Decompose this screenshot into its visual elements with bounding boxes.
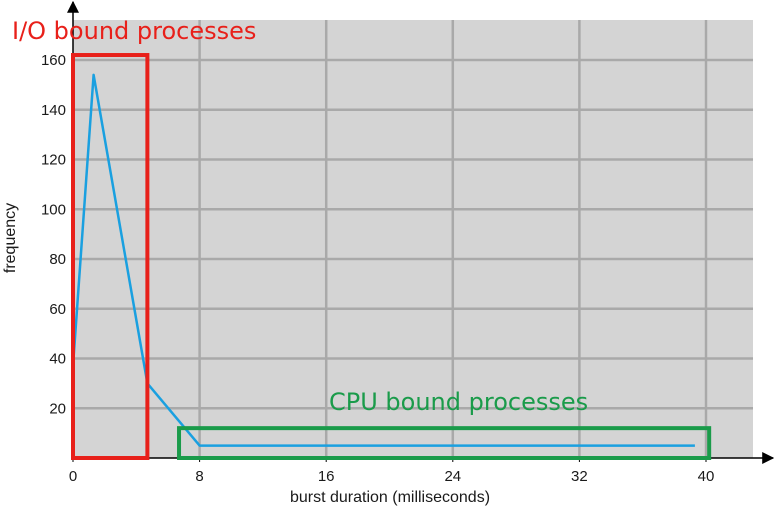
x-tick-label: 32 bbox=[571, 468, 588, 485]
tick-labels: 0 8 16 24 32 40 20 40 60 80 100 120 140 160 bbox=[41, 52, 714, 485]
x-tick-label: 24 bbox=[444, 468, 461, 485]
y-tick-label: 140 bbox=[41, 102, 66, 119]
io-bound-box bbox=[71, 53, 150, 461]
grid-lines bbox=[73, 20, 753, 458]
y-axis-label: frequency bbox=[2, 203, 19, 273]
x-tick-label: 8 bbox=[195, 468, 203, 485]
annotations: I/O bound processes CPU bound processes bbox=[12, 17, 712, 461]
x-tick-label: 40 bbox=[698, 468, 715, 485]
x-tick-label: 0 bbox=[69, 468, 77, 485]
io-bound-label: I/O bound processes bbox=[12, 17, 256, 45]
y-tick-label: 160 bbox=[41, 52, 66, 69]
y-tick-label: 40 bbox=[49, 351, 66, 368]
x-tick-label: 16 bbox=[318, 468, 335, 485]
cpu-bound-box bbox=[177, 426, 712, 460]
plot-area bbox=[73, 20, 753, 458]
y-tick-label: 80 bbox=[49, 251, 66, 268]
y-tick-label: 60 bbox=[49, 301, 66, 318]
x-axis-label: burst duration (milliseconds) bbox=[290, 489, 490, 506]
y-tick-label: 120 bbox=[41, 152, 66, 169]
y-tick-label: 20 bbox=[49, 400, 66, 417]
cpu-bound-label: CPU bound processes bbox=[329, 388, 588, 416]
y-tick-label: 100 bbox=[41, 201, 66, 218]
